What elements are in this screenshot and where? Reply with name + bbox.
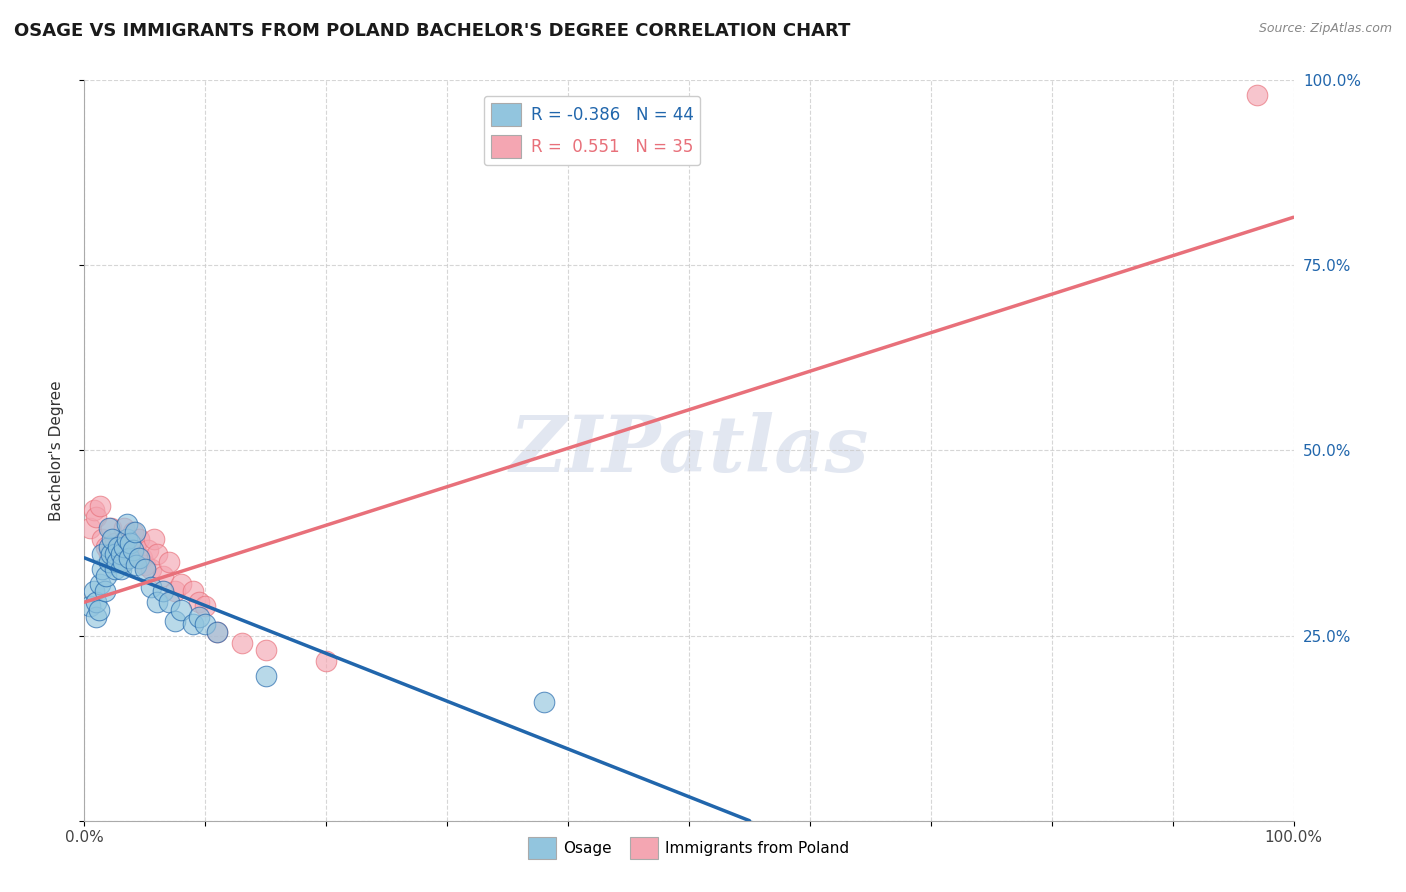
Point (124, 540, 146, 554)
Point (139, 581, 162, 595)
Point (115, 533, 138, 547)
Point (110, 562, 132, 576)
Point (112, 521, 135, 535)
Point (125, 558, 148, 573)
Text: ZIPatlas: ZIPatlas (509, 412, 869, 489)
Point (86, 595, 108, 609)
Point (104, 547, 127, 561)
Point (87, 602, 110, 616)
Point (120, 536, 142, 550)
Point (112, 540, 135, 554)
Point (315, 655, 337, 669)
Point (181, 584, 204, 599)
Point (110, 555, 132, 569)
Point (112, 555, 135, 569)
Point (121, 524, 143, 539)
Point (91, 533, 114, 547)
Point (118, 550, 141, 565)
Point (110, 547, 132, 561)
Point (188, 610, 211, 624)
Point (533, 695, 555, 709)
Point (94, 584, 117, 599)
Point (134, 562, 156, 576)
Point (157, 555, 180, 569)
Legend: Osage, Immigrants from Poland: Osage, Immigrants from Poland (522, 831, 856, 865)
Point (79, 599, 101, 613)
Point (207, 624, 229, 639)
Point (104, 536, 127, 550)
Point (231, 636, 253, 650)
Point (131, 550, 153, 565)
Point (254, 643, 277, 657)
Point (124, 524, 146, 539)
Point (188, 595, 211, 609)
Point (115, 540, 138, 554)
Point (107, 540, 129, 554)
Point (104, 562, 127, 576)
Point (100, 521, 122, 535)
Point (79, 521, 101, 535)
Point (107, 547, 129, 561)
Point (94, 569, 117, 583)
Point (128, 550, 150, 565)
Point (207, 624, 229, 639)
Point (128, 533, 150, 547)
Point (157, 595, 180, 609)
Point (97, 521, 120, 535)
Point (118, 547, 141, 561)
Point (97, 547, 120, 561)
Point (91, 562, 114, 576)
Point (91, 547, 114, 561)
Point (170, 602, 193, 616)
Point (97, 540, 120, 554)
Point (146, 595, 169, 609)
Point (194, 599, 217, 613)
Text: OSAGE VS IMMIGRANTS FROM POLAND BACHELOR'S DEGREE CORRELATION CHART: OSAGE VS IMMIGRANTS FROM POLAND BACHELOR… (14, 22, 851, 40)
Text: Source: ZipAtlas.com: Source: ZipAtlas.com (1258, 22, 1392, 36)
Point (152, 569, 174, 583)
Point (94, 540, 117, 554)
Point (138, 543, 160, 558)
Point (105, 555, 128, 569)
Point (121, 543, 143, 558)
Point (139, 562, 162, 576)
Point (165, 614, 187, 628)
Point (89, 576, 111, 591)
Point (83, 584, 105, 599)
Point (86, 510, 108, 524)
Point (83, 502, 105, 516)
Point (152, 584, 174, 599)
Point (134, 558, 156, 573)
Point (143, 533, 166, 547)
Point (1246, 88, 1268, 103)
Point (170, 576, 193, 591)
Point (97, 555, 120, 569)
Y-axis label: Bachelor's Degree: Bachelor's Degree (49, 380, 63, 521)
Point (100, 547, 122, 561)
Point (101, 533, 124, 547)
Point (89, 499, 111, 513)
Point (165, 584, 187, 599)
Point (86, 610, 108, 624)
Point (181, 617, 204, 632)
Point (115, 517, 138, 532)
Point (254, 669, 277, 683)
Point (146, 547, 169, 561)
Point (194, 617, 217, 632)
